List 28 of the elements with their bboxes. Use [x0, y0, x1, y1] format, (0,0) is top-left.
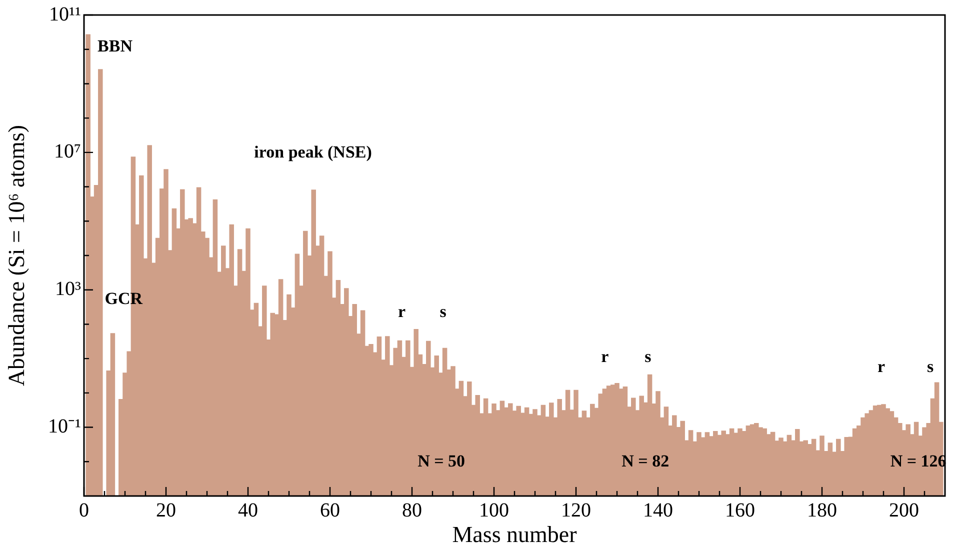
y-tick-label: 10⁻¹ — [48, 416, 81, 438]
annotation: s — [440, 302, 447, 322]
x-tick-label: 200 — [889, 499, 919, 522]
x-tick-label: 20 — [156, 499, 176, 522]
annotation: r — [601, 346, 610, 366]
annotation: BBN — [98, 36, 134, 56]
annotation: iron peak (NSE) — [254, 142, 372, 162]
x-tick-label: 180 — [807, 499, 837, 522]
annotation: GCR — [104, 289, 144, 308]
annotation: N = 50 — [418, 452, 466, 471]
x-tick-label: 160 — [725, 499, 755, 522]
annotation: N = 82 — [622, 452, 670, 471]
x-tick-label: 60 — [320, 499, 340, 522]
annotation: s — [644, 346, 652, 366]
annotation: r — [878, 356, 886, 376]
y-axis-title: Abundance (Si = 10⁶ atoms) — [4, 124, 29, 386]
x-tick-label: 120 — [561, 499, 591, 522]
annotation: r — [398, 302, 406, 322]
x-tick-label: 0 — [79, 499, 89, 522]
x-tick-label: 40 — [238, 499, 258, 522]
x-axis-title: Mass number — [452, 522, 578, 548]
annotation: s — [927, 356, 934, 376]
x-tick-label: 140 — [643, 499, 673, 522]
y-tick-label: 10³ — [55, 278, 81, 300]
y-tick-label: 10¹¹ — [49, 3, 81, 26]
y-tick-label: 10⁷ — [54, 140, 82, 163]
x-tick-label: 100 — [479, 499, 509, 522]
x-tick-label: 80 — [402, 499, 422, 522]
